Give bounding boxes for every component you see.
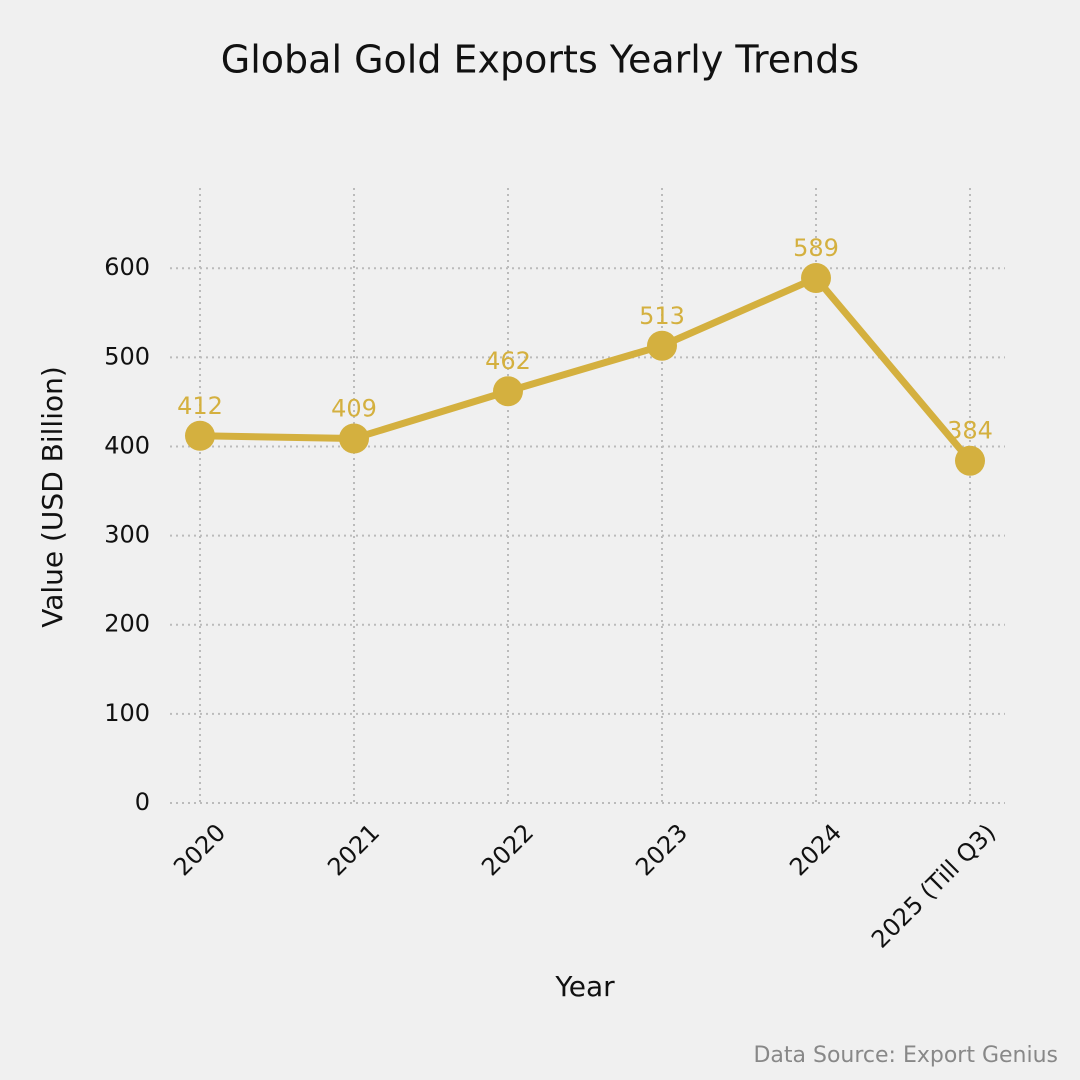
- data-label: 409: [331, 394, 377, 422]
- y-tick-label: 600: [104, 253, 150, 281]
- point: [955, 445, 985, 476]
- chart-title: Global Gold Exports Yearly Trends: [221, 38, 859, 82]
- y-tick-label: 200: [104, 610, 150, 638]
- point: [801, 263, 831, 294]
- y-tick-label: 500: [104, 342, 150, 370]
- data-label: 513: [639, 302, 685, 330]
- point: [647, 330, 677, 361]
- point: [339, 423, 369, 454]
- point: [493, 376, 523, 407]
- data-label: 412: [177, 392, 223, 420]
- y-tick-label: 400: [104, 431, 150, 459]
- source-note: Data Source: Export Genius: [753, 1043, 1058, 1068]
- data-label: 462: [485, 347, 531, 375]
- y-axis-label: Value (USD Billion): [36, 366, 69, 628]
- line: [199, 274, 973, 463]
- x-axis-label: Year: [554, 970, 615, 1003]
- data-label: 589: [793, 234, 839, 262]
- y-tick-label: 100: [104, 699, 150, 727]
- y-tick-label: 300: [104, 521, 150, 549]
- data-label: 384: [947, 417, 993, 445]
- y-tick-label: 0: [135, 788, 150, 816]
- point: [185, 420, 215, 451]
